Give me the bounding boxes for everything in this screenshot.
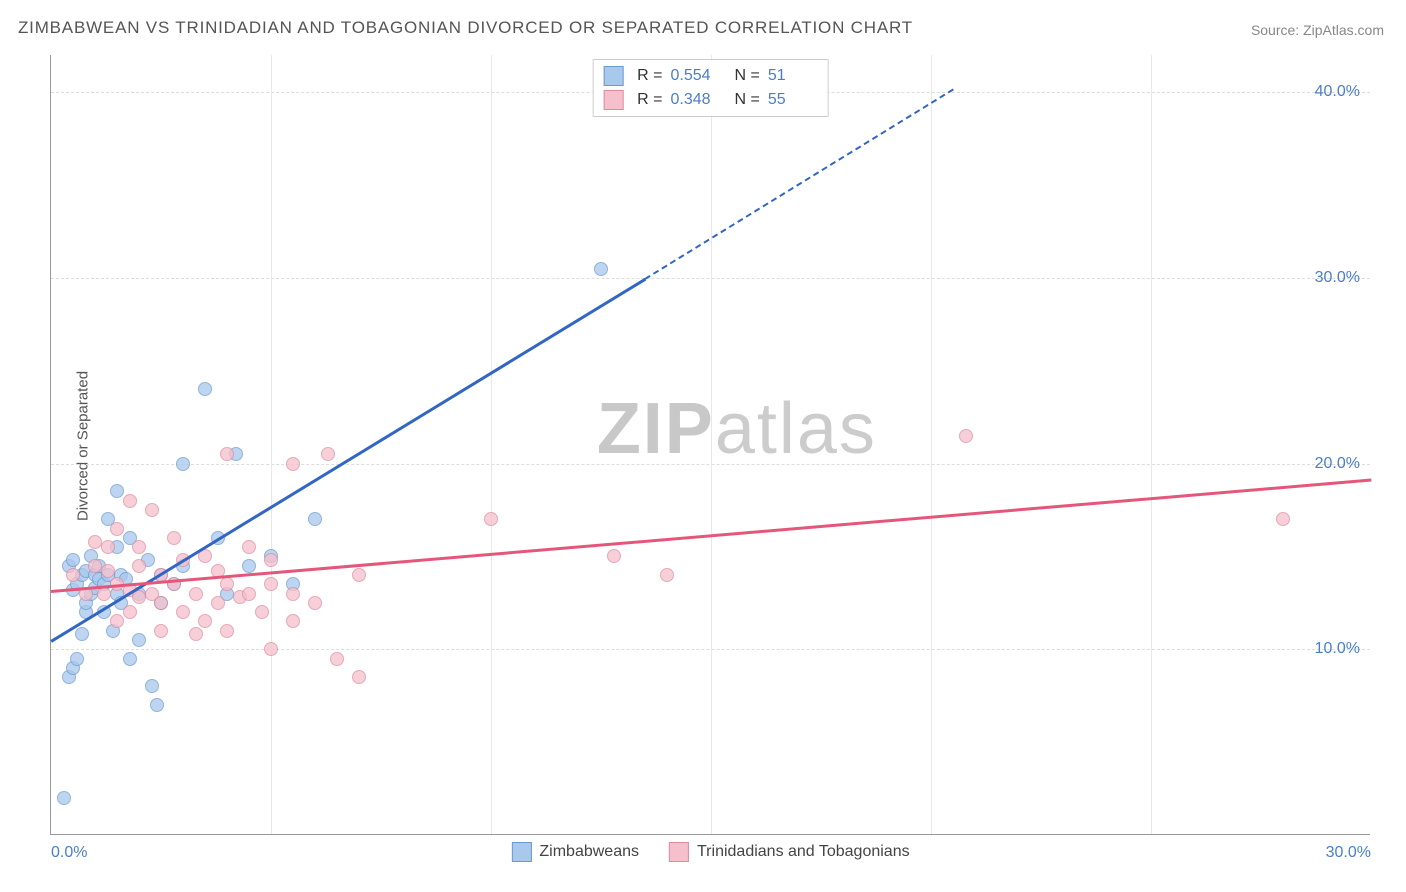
scatter-point bbox=[220, 447, 234, 461]
scatter-point bbox=[167, 531, 181, 545]
scatter-point bbox=[220, 624, 234, 638]
gridline-v bbox=[271, 55, 272, 834]
scatter-point bbox=[66, 568, 80, 582]
scatter-point bbox=[264, 553, 278, 567]
legend-swatch-blue bbox=[603, 66, 623, 86]
scatter-point bbox=[308, 596, 322, 610]
scatter-point bbox=[264, 577, 278, 591]
scatter-point bbox=[242, 587, 256, 601]
scatter-point bbox=[57, 791, 71, 805]
scatter-point bbox=[97, 587, 111, 601]
watermark: ZIPatlas bbox=[597, 388, 877, 470]
plot-area: ZIPatlas R = 0.554 N = 51 R = 0.348 N = … bbox=[50, 55, 1370, 835]
scatter-point bbox=[220, 577, 234, 591]
y-tick-label: 40.0% bbox=[1315, 83, 1360, 101]
scatter-point bbox=[150, 698, 164, 712]
scatter-point bbox=[308, 512, 322, 526]
legend-swatch-blue-bottom bbox=[511, 842, 531, 862]
scatter-point bbox=[484, 512, 498, 526]
x-tick-label: 0.0% bbox=[51, 844, 87, 862]
legend-stats-row-1: R = 0.554 N = 51 bbox=[603, 64, 818, 88]
scatter-point bbox=[101, 564, 115, 578]
legend-item-trinidadians: Trinidadians and Tobagonians bbox=[669, 842, 910, 862]
scatter-point bbox=[242, 559, 256, 573]
scatter-point bbox=[101, 540, 115, 554]
legend-stats-row-2: R = 0.348 N = 55 bbox=[603, 88, 818, 112]
correlation-chart: ZIMBABWEAN VS TRINIDADIAN AND TOBAGONIAN… bbox=[0, 0, 1406, 892]
scatter-point bbox=[110, 614, 124, 628]
scatter-point bbox=[132, 559, 146, 573]
legend-series: Zimbabweans Trinidadians and Tobagonians bbox=[511, 842, 909, 862]
scatter-point bbox=[352, 670, 366, 684]
scatter-point bbox=[321, 447, 335, 461]
scatter-point bbox=[264, 642, 278, 656]
scatter-point bbox=[154, 596, 168, 610]
scatter-point bbox=[88, 535, 102, 549]
scatter-point bbox=[330, 652, 344, 666]
scatter-point bbox=[176, 605, 190, 619]
scatter-point bbox=[189, 627, 203, 641]
scatter-point bbox=[132, 540, 146, 554]
scatter-point bbox=[132, 633, 146, 647]
scatter-point bbox=[660, 568, 674, 582]
y-tick-label: 20.0% bbox=[1315, 455, 1360, 473]
scatter-point bbox=[198, 614, 212, 628]
scatter-point bbox=[176, 457, 190, 471]
x-tick-label: 30.0% bbox=[1326, 844, 1371, 862]
trend-line bbox=[50, 278, 645, 642]
scatter-point bbox=[286, 587, 300, 601]
scatter-point bbox=[286, 457, 300, 471]
scatter-point bbox=[66, 553, 80, 567]
scatter-point bbox=[154, 624, 168, 638]
scatter-point bbox=[75, 627, 89, 641]
scatter-point bbox=[145, 679, 159, 693]
scatter-point bbox=[70, 652, 84, 666]
scatter-point bbox=[352, 568, 366, 582]
scatter-point bbox=[123, 494, 137, 508]
chart-title: ZIMBABWEAN VS TRINIDADIAN AND TOBAGONIAN… bbox=[18, 18, 913, 38]
scatter-point bbox=[1276, 512, 1290, 526]
trend-line-dashed bbox=[644, 89, 953, 280]
legend-stats: R = 0.554 N = 51 R = 0.348 N = 55 bbox=[592, 59, 829, 117]
gridline-v bbox=[711, 55, 712, 834]
y-tick-label: 30.0% bbox=[1315, 269, 1360, 287]
scatter-point bbox=[211, 596, 225, 610]
y-tick-label: 10.0% bbox=[1315, 640, 1360, 658]
scatter-point bbox=[88, 559, 102, 573]
scatter-point bbox=[198, 382, 212, 396]
legend-swatch-pink-bottom bbox=[669, 842, 689, 862]
scatter-point bbox=[145, 503, 159, 517]
scatter-point bbox=[189, 587, 203, 601]
scatter-point bbox=[594, 262, 608, 276]
scatter-point bbox=[132, 590, 146, 604]
legend-item-zimbabweans: Zimbabweans bbox=[511, 842, 639, 862]
scatter-point bbox=[607, 549, 621, 563]
scatter-point bbox=[959, 429, 973, 443]
gridline-v bbox=[931, 55, 932, 834]
gridline-v bbox=[1151, 55, 1152, 834]
scatter-point bbox=[286, 614, 300, 628]
scatter-point bbox=[255, 605, 269, 619]
scatter-point bbox=[110, 522, 124, 536]
gridline-v bbox=[491, 55, 492, 834]
scatter-point bbox=[110, 484, 124, 498]
chart-source: Source: ZipAtlas.com bbox=[1251, 22, 1384, 38]
scatter-point bbox=[123, 652, 137, 666]
legend-swatch-pink bbox=[603, 90, 623, 110]
scatter-point bbox=[123, 605, 137, 619]
scatter-point bbox=[242, 540, 256, 554]
